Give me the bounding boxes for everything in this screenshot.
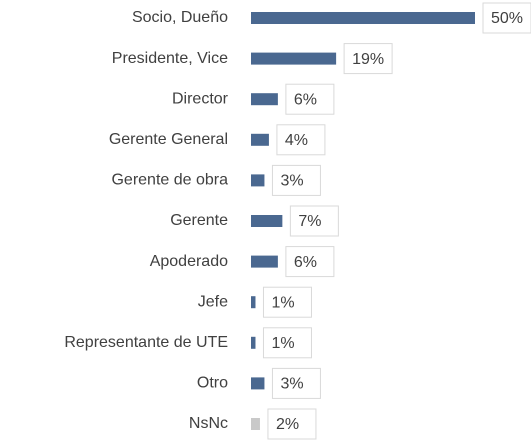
value-label: 6% [294, 254, 317, 271]
bar [251, 418, 260, 430]
bar [251, 93, 278, 106]
bar [251, 336, 256, 349]
bar [251, 52, 337, 65]
value-label: 3% [280, 376, 303, 393]
category-label: Director [172, 90, 229, 107]
category-label: Gerente General [109, 131, 228, 148]
label-box [276, 124, 326, 156]
label-box [271, 164, 321, 196]
value-label: 4% [285, 132, 308, 149]
value-label: 50% [491, 10, 523, 27]
value-label: 3% [280, 173, 303, 190]
category-label: NsNc [189, 415, 228, 432]
label-box [285, 83, 335, 115]
bar [251, 174, 265, 187]
bar [251, 296, 256, 309]
value-label: 6% [294, 91, 317, 108]
value-label: 1% [271, 294, 294, 311]
bar [251, 255, 278, 268]
value-label: 7% [298, 213, 321, 230]
label-box [271, 367, 321, 399]
value-label: 2% [276, 416, 299, 433]
label-box [482, 2, 531, 34]
label-box [285, 246, 335, 278]
value-label: 19% [352, 51, 384, 68]
category-label: Socio, Dueño [132, 9, 228, 26]
bar [251, 377, 265, 390]
bar [251, 215, 283, 227]
category-label: Gerente [170, 212, 228, 229]
category-label: Presidente, Vice [112, 50, 228, 67]
label-box [262, 286, 312, 318]
category-label: Jefe [198, 293, 228, 310]
value-label: 1% [271, 335, 294, 352]
bar [251, 133, 269, 146]
category-label: Apoderado [150, 253, 228, 270]
label-box [262, 327, 312, 359]
category-label: Representante de UTE [64, 334, 228, 351]
bar [251, 12, 475, 24]
category-label: Otro [197, 375, 228, 392]
label-box [289, 205, 339, 237]
category-label: Gerente de obra [111, 172, 228, 189]
label-box [267, 408, 317, 440]
label-box [343, 43, 393, 75]
